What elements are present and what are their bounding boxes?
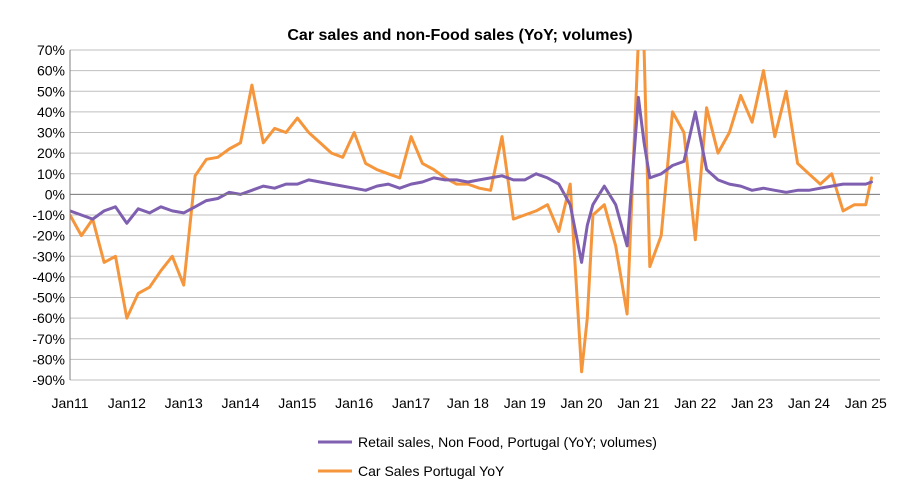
y-tick-label: 30% — [37, 125, 65, 141]
y-axis-tick-labels: 70% 60% 50% 40% 30% 20% 10% 0% -10% -20% -30% -40% -… — [32, 42, 65, 388]
y-tick-label: 70% — [37, 42, 65, 58]
series-lines — [70, 50, 873, 374]
y-tick-label: 50% — [37, 83, 65, 99]
legend-entry-retail: Retail sales, Non Food, Portugal (YoY; v… — [318, 434, 657, 450]
x-tick-label: Jan 23 — [731, 395, 773, 411]
y-tick-label: -40% — [32, 269, 65, 285]
y-tick-label: 0% — [45, 186, 65, 202]
x-tick-label: Jan13 — [165, 395, 203, 411]
axes — [69, 50, 880, 380]
x-tick-label: Jan12 — [108, 395, 146, 411]
y-tick-label: 40% — [37, 104, 65, 120]
x-tick-label: Jan 21 — [617, 395, 659, 411]
y-tick-label: -90% — [32, 372, 65, 388]
y-tick-label: -20% — [32, 228, 65, 244]
y-tick-label: -30% — [32, 248, 65, 264]
x-tick-label: Jan16 — [335, 395, 373, 411]
x-tick-label: Jan14 — [221, 395, 259, 411]
y-tick-label: -60% — [32, 310, 65, 326]
y-tick-label: 20% — [37, 145, 65, 161]
y-tick-label: -80% — [32, 351, 65, 367]
series-line-retail — [70, 95, 873, 264]
x-axis-tick-labels: Jan11 Jan12 Jan13 Jan14 Jan15 Jan16 Jan17 Jan 1… — [51, 395, 887, 411]
legend-label-retail: Retail sales, Non Food, Portugal (YoY; v… — [358, 434, 657, 450]
y-tick-label: -50% — [32, 290, 65, 306]
y-tick-label: 10% — [37, 166, 65, 182]
x-tick-label: Jan17 — [392, 395, 430, 411]
x-tick-label: Jan 22 — [674, 395, 716, 411]
x-tick-label: Jan15 — [278, 395, 316, 411]
x-tick-label: Jan11 — [51, 395, 88, 411]
series-line-car-sales — [70, 50, 873, 374]
legend: Retail sales, Non Food, Portugal (YoY; v… — [318, 434, 657, 479]
gridlines — [70, 49, 880, 381]
chart-title: Car sales and non-Food sales (YoY; volum… — [287, 27, 632, 44]
y-tick-label: -10% — [32, 207, 65, 223]
x-tick-label: Jan 25 — [845, 395, 887, 411]
x-tick-label: Jan 19 — [504, 395, 546, 411]
y-tick-label: 60% — [37, 63, 65, 79]
legend-entry-car-sales: Car Sales Portugal YoY — [318, 463, 505, 479]
x-tick-label: Jan 20 — [561, 395, 603, 411]
x-tick-label: Jan 24 — [788, 395, 830, 411]
y-tick-label: -70% — [32, 331, 65, 347]
legend-label-car-sales: Car Sales Portugal YoY — [358, 463, 505, 479]
x-tick-label: Jan 18 — [447, 395, 489, 411]
